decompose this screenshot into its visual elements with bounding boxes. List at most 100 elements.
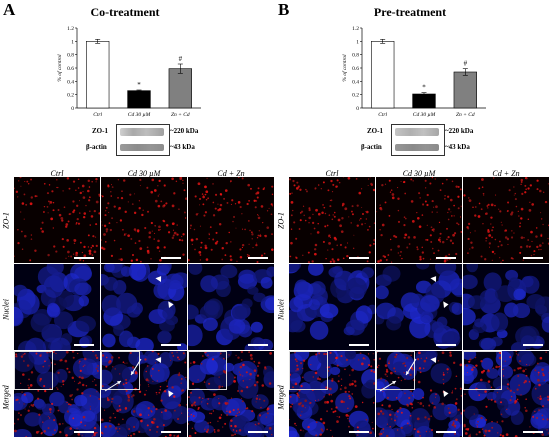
bar	[370, 41, 395, 109]
bar	[127, 90, 151, 109]
zo1-signal	[139, 185, 141, 187]
zo1-signal	[17, 418, 20, 421]
zo1-signal	[55, 352, 57, 355]
scale-bar	[161, 431, 181, 433]
zo1-signal	[432, 228, 435, 231]
zo1-signal	[416, 357, 420, 361]
zo1-signal	[18, 412, 20, 414]
zo1-signal	[388, 404, 391, 407]
zo1-signal	[525, 398, 527, 401]
col-title-b-cd: Cd 30 µM	[402, 169, 436, 178]
zo1-signal	[491, 236, 493, 239]
zo1-signal	[514, 400, 518, 403]
zo1-signal	[314, 243, 318, 247]
zo1-signal	[271, 193, 274, 196]
zo1-signal	[327, 189, 330, 192]
zo1-signal	[184, 217, 187, 219]
zo1-signal	[248, 254, 250, 257]
zo1-signal	[266, 412, 269, 415]
zo1-signal	[251, 238, 253, 240]
zo1-signal	[317, 212, 321, 216]
nucleus	[14, 351, 35, 373]
zo1-signal	[301, 404, 305, 408]
zo1-signal	[163, 184, 166, 187]
zo1-signal	[48, 408, 52, 411]
zo1-signal	[257, 216, 261, 220]
zo1-signal	[483, 434, 486, 437]
zo1-signal	[38, 413, 41, 416]
zo1-signal	[542, 372, 544, 375]
zo1-signal	[516, 398, 519, 401]
zo1-signal	[499, 401, 503, 404]
zo1-signal	[397, 252, 399, 254]
zo1-signal	[105, 365, 108, 368]
nucleus	[116, 292, 138, 314]
nucleus	[329, 366, 341, 376]
zo1-signal	[333, 236, 337, 240]
zo1-signal	[155, 391, 158, 394]
zo1-signal	[253, 383, 257, 387]
zo1-signal	[159, 388, 162, 391]
nucleus	[388, 427, 406, 437]
zo1-signal	[157, 185, 159, 187]
nucleus	[188, 304, 199, 320]
zo1-signal	[190, 362, 192, 364]
zo1-signal	[55, 186, 58, 189]
zo1-signal	[328, 234, 331, 237]
nucleus	[475, 417, 486, 429]
zo1-signal	[68, 255, 70, 257]
zo1-signal	[480, 208, 483, 211]
zo1-signal	[141, 213, 144, 217]
zo1-signal	[400, 379, 403, 382]
zo1-signal	[133, 228, 137, 231]
zo1-signal	[257, 365, 259, 367]
zo1-signal	[331, 191, 334, 193]
nucleus	[82, 351, 100, 363]
zo1-signal	[474, 206, 477, 208]
zo1-signal	[538, 383, 541, 387]
zo1-signal	[113, 205, 116, 208]
zo1-signal	[498, 356, 502, 360]
zo1-signal	[222, 370, 226, 373]
zo1-signal	[522, 369, 526, 373]
zo1-signal	[539, 395, 542, 398]
zo1-signal	[205, 258, 209, 261]
zo1-signal	[431, 402, 434, 405]
zo1-signal	[367, 185, 369, 187]
zo1-signal	[118, 206, 121, 210]
zo1-signal	[404, 392, 406, 394]
zo1-signal	[324, 225, 327, 228]
zo1-signal	[452, 422, 455, 425]
zo1-signal	[159, 385, 162, 388]
nucleus	[345, 277, 368, 299]
zo1-signal	[172, 229, 175, 231]
zo1-signal	[158, 225, 161, 229]
zo1-signal	[442, 383, 445, 385]
zo1-signal	[473, 366, 476, 369]
zo1-signal	[230, 181, 232, 183]
zo1-signal	[204, 244, 207, 247]
zo1-signal	[158, 391, 161, 394]
zo1-signal	[199, 225, 202, 227]
zo1-signal	[233, 376, 236, 379]
zo1-signal	[439, 237, 441, 239]
micrograph-merged-cd	[376, 351, 462, 437]
zo1-signal	[130, 259, 133, 262]
zo1-signal	[546, 418, 549, 421]
nucleus	[54, 368, 68, 383]
zo1-signal	[478, 430, 481, 434]
nucleus	[541, 316, 549, 333]
zo1-signal	[547, 183, 549, 185]
zo1-signal	[451, 242, 454, 245]
zo1-signal	[256, 260, 259, 263]
zo1-signal	[372, 353, 374, 355]
zo1-signal	[171, 177, 174, 181]
zo1-signal	[190, 404, 194, 407]
zo1-signal	[62, 245, 65, 248]
nucleus	[238, 269, 256, 284]
zo1-signal	[101, 195, 103, 197]
zo1-signal	[75, 222, 78, 224]
zo1-signal	[338, 375, 340, 377]
zo1-signal	[95, 356, 99, 360]
zo1-signal	[539, 189, 542, 193]
